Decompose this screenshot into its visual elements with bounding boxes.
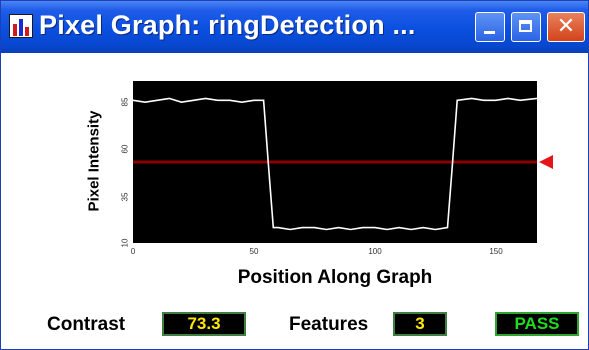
features-label: Features <box>289 314 369 335</box>
title-bar[interactable]: Pixel Graph: ringDetection ... ✕ <box>1 1 588 53</box>
features-value: 3 <box>393 312 447 336</box>
intensity-series-line <box>133 97 537 231</box>
pixel-graph-plot <box>133 81 537 243</box>
maximize-button[interactable] <box>511 12 541 42</box>
y-tick-label: 35 <box>120 192 130 202</box>
x-tick-label: 50 <box>249 247 259 256</box>
maximize-icon <box>519 20 532 32</box>
x-tick-label: 100 <box>368 247 382 256</box>
contrast-value: 73.3 <box>162 312 246 336</box>
bar-chart-icon <box>9 14 33 38</box>
close-button[interactable]: ✕ <box>547 12 585 42</box>
pixel-graph-svg <box>133 97 537 231</box>
window-title: Pixel Graph: ringDetection ... <box>39 10 416 40</box>
close-icon: ✕ <box>556 14 576 39</box>
x-tick-label: 0 <box>130 247 136 256</box>
pass-status-badge: PASS <box>495 312 579 336</box>
y-tick-label: 60 <box>120 144 130 154</box>
y-tick-label: 10 <box>120 238 130 248</box>
threshold-marker-icon[interactable] <box>539 155 553 169</box>
x-tick-label: 150 <box>489 247 503 256</box>
contrast-label: Contrast <box>47 314 126 335</box>
minimize-icon <box>484 31 495 34</box>
x-axis-label: Position Along Graph <box>237 267 433 288</box>
y-tick-label: 85 <box>120 97 130 107</box>
minimize-button[interactable] <box>475 12 505 42</box>
y-axis-label: Pixel Intensity <box>85 110 103 212</box>
